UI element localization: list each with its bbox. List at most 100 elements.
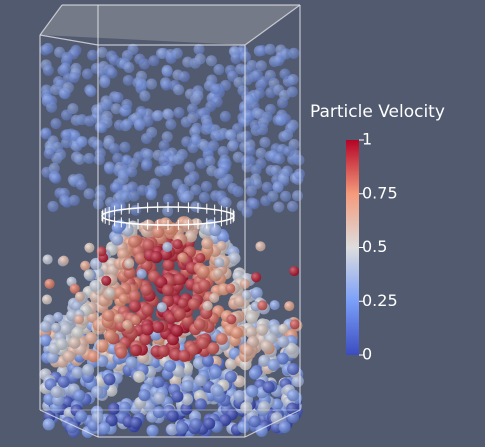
particle-shade [53,76,64,87]
particle-shade [201,181,212,192]
particle-shade [290,319,300,329]
particle-shade [210,83,221,94]
particle-shade [252,108,263,119]
particle-shade [119,142,130,153]
particle-shade [167,410,179,422]
particle-shade [137,269,147,279]
particle-shade [214,258,224,268]
particle-shade [195,253,205,263]
particle-shade [195,53,206,64]
particle-shade [258,117,269,128]
particle-shade [69,195,80,206]
particle-shade [233,390,245,402]
particle-shade [227,140,238,151]
particle-shade [246,385,258,397]
particle-shade [85,86,96,97]
particle-shade [75,410,87,422]
particle-shade [59,195,70,206]
particle-shade [108,403,120,415]
particle-shade [130,417,142,429]
particle-shade [182,57,193,68]
particle-shade [280,191,291,202]
particle-shade [42,93,53,104]
particle-shade [84,243,94,253]
particle-shade [122,50,133,61]
particle-shade [158,345,170,357]
particle-shade [203,301,213,311]
particle-shade [162,284,174,296]
particle-shade [123,75,134,86]
particle-shade [192,90,203,101]
particle-shade [217,167,228,178]
colorbar-tick-label: 0.5 [362,237,387,256]
particle-shade [101,276,111,286]
particle-shade [104,161,115,172]
particle-shade [260,195,271,206]
particle-shade [139,90,150,101]
particle-shade [50,118,61,129]
particle-shade [213,268,223,278]
particle-shade [91,386,103,398]
particle-shade [251,272,261,282]
particle-shade [123,62,134,73]
particle-shade [276,115,287,126]
particle-shade [273,201,284,212]
particle-shade [40,321,52,333]
particle-shade [278,324,288,334]
particle-shade [182,380,194,392]
particle-shade [251,287,263,299]
particle-shade [68,174,79,185]
particle-shade [255,158,266,169]
particle-shade [60,130,71,141]
particle-shade [84,153,95,164]
particle-shade [195,374,207,386]
particle-shade [69,337,81,349]
particle-shade [45,279,55,289]
particle-shade [103,310,115,322]
particle-shade [286,403,298,415]
particle-shade [74,154,85,165]
particle-shade [289,266,299,276]
particle-shade [152,321,164,333]
particle-shade [50,173,61,184]
particle-shade [40,45,51,56]
particle-shade [204,156,215,167]
particle-shade [63,82,74,93]
particle-shade [53,312,63,322]
particle-shade [258,401,270,413]
particle-shade [173,239,183,249]
particle-shade [209,293,219,303]
particle-shade [73,390,85,402]
particle-shade [213,64,224,75]
particle-shade [216,333,228,345]
particle-shade [159,140,170,151]
particle-shade [127,181,138,192]
particle-shade [245,146,256,157]
particle-shade [257,300,267,310]
particle-shade [259,137,270,148]
particle-shade [109,55,120,66]
page: Particle Velocity 00.250.50.751 (() => {… [0,0,485,447]
particle-shade [153,376,165,388]
particle-shade [178,298,188,308]
particle-shade [130,205,141,216]
particle-shade [249,198,260,209]
particle-shade [206,55,217,66]
particle-shade [255,241,265,251]
particle-shade [246,312,258,324]
particle-shade [137,185,148,196]
particle-shade [184,162,195,173]
particle-shade [159,217,171,229]
particle-shade [205,101,216,112]
particle-shade [281,48,292,59]
particle-shade [272,182,283,193]
particle-shade [231,327,243,339]
particle-shade [197,337,209,349]
particle-shade [102,111,113,122]
render-view: Particle Velocity 00.250.50.751 [0,0,485,447]
particle-shade [131,315,141,325]
particle-shade [187,103,198,114]
particle-shade [256,148,267,159]
particle-shade [190,418,202,430]
particle-shade [179,71,190,82]
